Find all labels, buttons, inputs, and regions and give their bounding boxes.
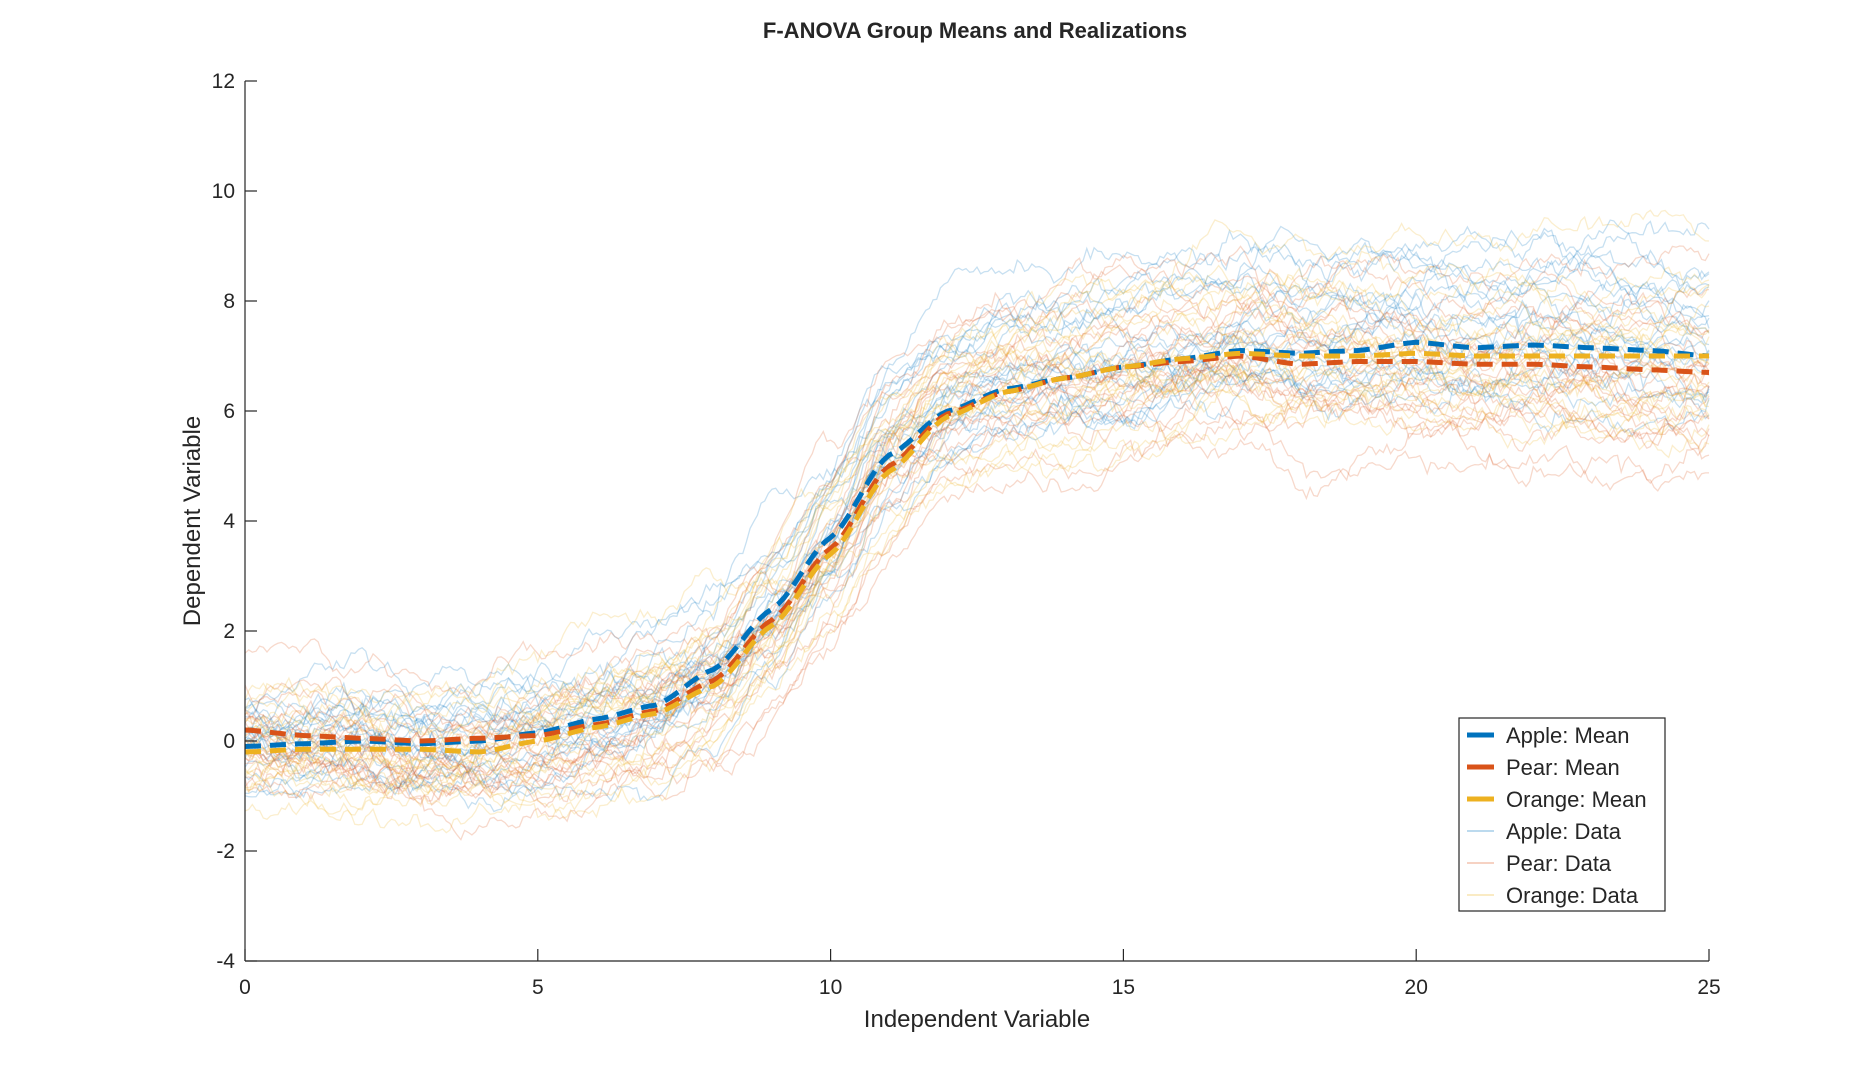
y-tick-label: -2: [216, 840, 235, 863]
realizations-layer: [244, 209, 1710, 841]
realization-line: [244, 321, 1710, 739]
realization-line: [244, 209, 1710, 791]
realization-line: [244, 303, 1710, 811]
realization-line: [244, 350, 1710, 749]
realization-line: [244, 347, 1710, 762]
realization-line: [244, 267, 1710, 736]
realization-line: [244, 267, 1710, 729]
realization-line: [244, 433, 1709, 786]
y-ticks: -4 -2 0 2 4 6 8 10 12: [212, 70, 257, 973]
means-layer: [244, 339, 1710, 755]
realization-line: [244, 359, 1710, 780]
realization-line: [244, 363, 1710, 777]
realization-line: [244, 255, 1710, 813]
realization-line: [244, 309, 1710, 781]
y-tick-label: 6: [223, 400, 235, 423]
y-tick-label: 0: [223, 730, 235, 753]
realization-line: [244, 371, 1710, 789]
realization-line: [244, 382, 1710, 808]
realization-line: [244, 250, 1710, 795]
realization-line: [244, 228, 1710, 797]
realization-line: [244, 306, 1710, 753]
x-tick-label: 25: [1697, 976, 1720, 999]
realization-line: [244, 249, 1710, 739]
legend-label: Orange: Mean: [1506, 787, 1647, 812]
legend-label: Pear: Data: [1506, 851, 1612, 876]
realization-line: [244, 219, 1710, 740]
realization-line: [244, 282, 1710, 761]
realization-line: [244, 256, 1710, 775]
realization-line: [244, 316, 1710, 795]
x-ticks: 0 5 10 15 20 25: [239, 949, 1721, 999]
x-tick-label: 20: [1405, 976, 1428, 999]
x-tick-label: 0: [239, 976, 251, 999]
realization-line: [244, 310, 1710, 751]
x-tick-label: 15: [1112, 976, 1135, 999]
legend-label: Pear: Mean: [1506, 755, 1620, 780]
realization-line: [244, 279, 1710, 761]
realization-line: [244, 359, 1710, 794]
legend-label: Apple: Data: [1506, 819, 1622, 844]
chart-title: F-ANOVA Group Means and Realizations: [763, 18, 1187, 43]
realization-line: [244, 414, 1710, 802]
legend-label: Orange: Data: [1506, 883, 1639, 908]
realization-line: [244, 302, 1710, 777]
realization-line: [244, 370, 1710, 730]
y-tick-label: 8: [223, 290, 235, 313]
y-tick-label: 10: [212, 180, 235, 203]
y-tick-label: -4: [216, 950, 235, 973]
legend: Apple: Mean Pear: Mean Orange: Mean Apple: …: [1458, 717, 1666, 912]
realization-line: [244, 332, 1710, 704]
realization-line: [244, 388, 1710, 734]
realization-line: [244, 364, 1710, 777]
x-tick-label: 5: [532, 976, 544, 999]
realization-line: [244, 264, 1710, 743]
realization-line: [244, 340, 1710, 760]
realization-line: [244, 335, 1710, 761]
realization-line: [244, 272, 1710, 774]
realization-line: [244, 292, 1710, 739]
realization-line: [244, 245, 1710, 699]
x-axis-label: Independent Variable: [864, 1006, 1090, 1033]
realization-line: [244, 301, 1710, 809]
realization-line: [244, 322, 1710, 767]
realization-line: [244, 300, 1710, 791]
mean-line: [244, 339, 1710, 749]
realization-line: [244, 373, 1710, 738]
realization-line: [244, 241, 1710, 760]
realization-line: [244, 364, 1710, 807]
y-tick-label: 12: [212, 70, 235, 93]
realization-line: [244, 327, 1710, 834]
realization-line: [244, 351, 1710, 757]
realization-line: [244, 351, 1710, 841]
y-tick-label: 4: [223, 510, 235, 533]
realization-line: [244, 327, 1710, 786]
realization-line: [244, 356, 1710, 793]
realization-line: [244, 264, 1710, 792]
realization-line: [244, 327, 1710, 757]
legend-box: [1458, 717, 1666, 912]
realization-line: [244, 245, 1710, 794]
realization-line: [244, 280, 1710, 800]
y-tick-label: 2: [223, 620, 235, 643]
realization-line: [244, 227, 1710, 733]
realization-line: [244, 294, 1710, 714]
legend-label: Apple: Mean: [1506, 723, 1630, 748]
y-axis-label: Dependent Variable: [179, 416, 206, 626]
realization-line: [244, 283, 1710, 796]
realization-line: [244, 311, 1710, 800]
mean-line: [244, 353, 1710, 744]
x-tick-label: 10: [819, 976, 842, 999]
